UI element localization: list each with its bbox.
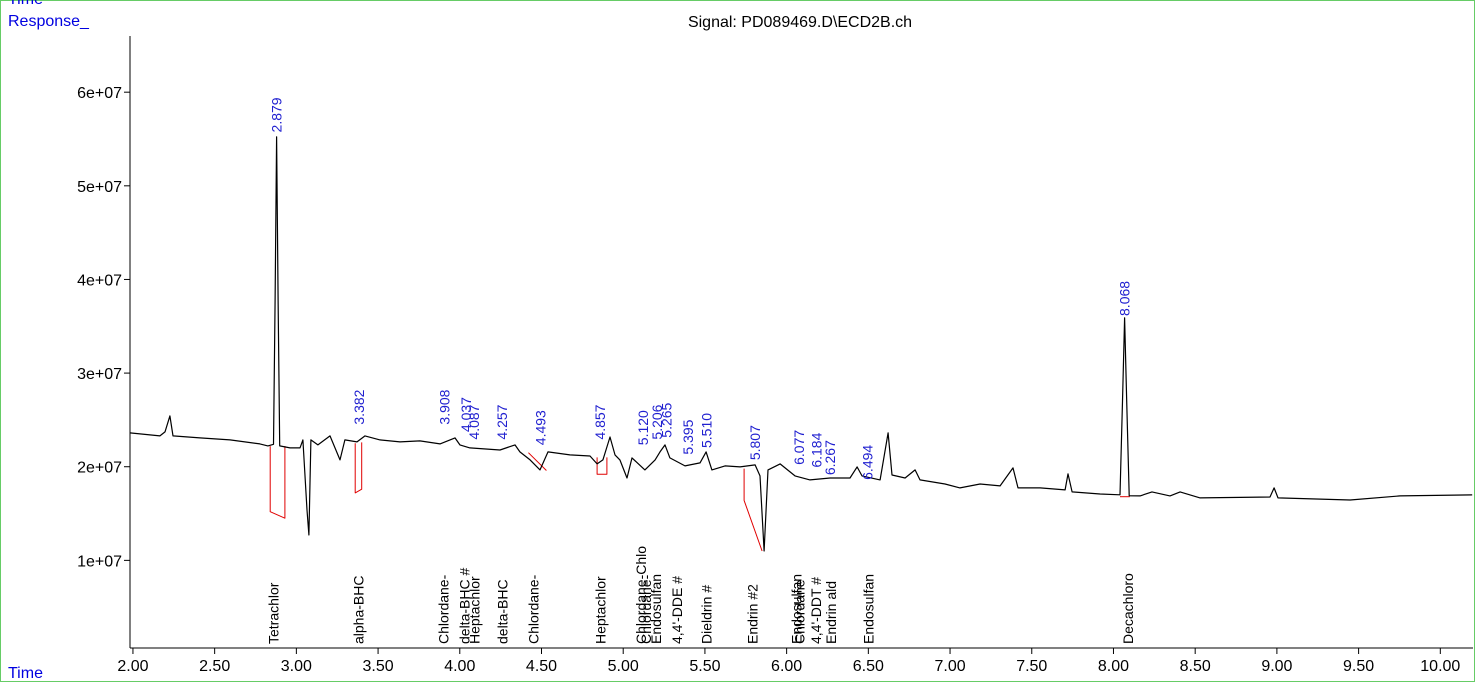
x-tick-label: 8.50 <box>1180 658 1211 675</box>
x-tick-label: 10.00 <box>1420 658 1460 675</box>
y-tick-label: 2e+07 <box>77 460 122 477</box>
peak-label: 4.257 <box>494 404 510 439</box>
signal-trace <box>129 136 1473 552</box>
compound-label: 4,4'-DDE # <box>669 576 685 644</box>
y-tick-label: 5e+07 <box>77 179 122 196</box>
compound-label: Heptachlor <box>592 576 608 644</box>
compound-label: Endosulfan <box>788 574 804 644</box>
x-tick-label: 5.50 <box>689 658 720 675</box>
y-axis-label: Response_ <box>8 13 90 30</box>
compound-label: Endrin ald <box>823 581 839 644</box>
peak-label: 3.382 <box>351 389 367 424</box>
peak-label: 6.267 <box>822 440 838 475</box>
compound-label: Chlordane <box>792 579 808 644</box>
peak-label: 5.807 <box>747 425 763 460</box>
peak-label: 6.077 <box>791 430 807 465</box>
peak-label: 5.265 <box>659 402 675 437</box>
peak-label: 5.395 <box>680 419 696 454</box>
compound-label: Endrin #2 <box>744 584 760 644</box>
compound-label: Chlordane- <box>435 574 451 644</box>
peak-label: 4.037 <box>458 397 474 432</box>
peak-label: 5.510 <box>699 413 715 448</box>
compound-label: Endosulfan <box>860 574 876 644</box>
compound-label: Endosulfan <box>648 574 664 644</box>
compound-label: Chlordane- <box>525 574 541 644</box>
y-tick-label: 3e+07 <box>77 366 122 383</box>
x-tick-label: 6.50 <box>853 658 884 675</box>
x-tick-label: 3.00 <box>281 658 312 675</box>
y-tick-label: 1e+07 <box>77 553 122 570</box>
peak-label: 4.087 <box>466 404 482 439</box>
x-tick-label: 5.00 <box>608 658 639 675</box>
compound-label: alpha-BHC <box>350 576 366 644</box>
y-tick-label: 4e+07 <box>77 272 122 289</box>
compound-label: Chlordane-Chlo <box>633 546 649 644</box>
x-tick-label: 4.00 <box>444 658 475 675</box>
compound-label: 4,4'-DDT # <box>808 577 824 644</box>
x-tick-label: 9.50 <box>1343 658 1374 675</box>
peak-label: 2.879 <box>269 97 285 132</box>
chart-title: Signal: PD089469.D\ECD2B.ch <box>688 14 912 31</box>
x-tick-label: 7.50 <box>1016 658 1047 675</box>
peak-label: 5.120 <box>635 410 651 445</box>
peak-label: 4.493 <box>532 410 548 445</box>
peak-label: 4.857 <box>592 404 608 439</box>
integration-baseline <box>528 452 547 471</box>
x-tick-label: 4.50 <box>526 658 557 675</box>
peak-label: 3.908 <box>437 389 453 424</box>
x-tick-label: 2.00 <box>117 658 148 675</box>
peak-label: 5.206 <box>649 404 665 439</box>
x-tick-label: 3.50 <box>363 658 394 675</box>
integration-baseline <box>354 442 363 494</box>
compound-label: Tetrachlor <box>265 582 281 644</box>
compound-label: Dieldrin # <box>699 585 715 644</box>
y-tick-label: 6e+07 <box>77 85 122 102</box>
x-tick-label: 2.50 <box>199 658 230 675</box>
corner-label: Time <box>8 0 43 8</box>
x-axis-label: Time <box>8 665 43 682</box>
x-tick-label: 8.00 <box>1098 658 1129 675</box>
x-tick-label: 7.00 <box>934 658 965 675</box>
peak-label: 6.184 <box>809 432 825 467</box>
compound-label: Decachloro <box>1120 573 1136 644</box>
compound-label: delta-BHC # <box>457 568 473 644</box>
x-tick-label: 9.00 <box>1261 658 1292 675</box>
peak-label: 8.068 <box>1117 281 1133 316</box>
integration-baseline <box>596 457 608 475</box>
integration-baseline <box>743 468 763 552</box>
peak-label: 6.494 <box>859 445 875 480</box>
compound-label: Chlordane- <box>638 574 654 644</box>
x-tick-label: 6.00 <box>771 658 802 675</box>
integration-baseline <box>269 446 286 519</box>
compound-label: Heptachlor <box>466 576 482 644</box>
compound-label: delta-BHC <box>494 579 510 644</box>
